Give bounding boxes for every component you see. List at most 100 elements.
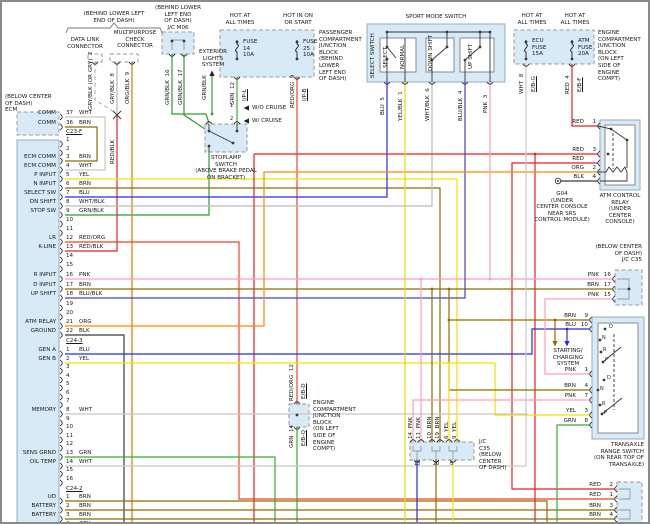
ecm-c23-f-pin-15: 15 <box>66 262 74 268</box>
pin-bracket <box>432 459 440 463</box>
wire-gry-blk-or-gry-2: GRY/BLK (OR GRY) 2 <box>88 51 94 110</box>
junction-dot <box>210 112 214 116</box>
ecm-c24-3-pin-bracket <box>59 427 63 435</box>
atm-control-relay-pin-bracket <box>597 168 601 176</box>
transaxle-range-switch-color-5: YEL <box>565 408 576 414</box>
junction-dot <box>295 413 299 417</box>
hot-in-on-or-start: HOT IN ON OR START <box>282 13 314 26</box>
ground-dot <box>557 180 559 182</box>
ecm-c24-2-pin-2: 2 <box>66 503 70 509</box>
jc-c35-right-color-2: PNK <box>587 292 599 298</box>
pin-marker-1: 1 <box>230 103 234 109</box>
jc-m06-box <box>161 31 195 55</box>
junction-dot <box>600 412 604 416</box>
conn-bottom-right-color-1: RED <box>589 492 601 498</box>
ecm-c23-f-pin-bracket <box>59 193 63 201</box>
trans-pos-d2: D <box>607 375 611 381</box>
ecm-c23-f-pin-bracket <box>59 211 63 219</box>
transaxle-range-switch-pin-bracket <box>589 411 593 419</box>
c24-2-label: C24-2 <box>66 486 83 492</box>
data-link-connector-label: DATA LINK CONNECTOR <box>67 37 103 50</box>
wire-gry-blk-8: GRY/BLK 8 <box>110 73 116 104</box>
brn-comm-loop <box>65 126 98 162</box>
ecm-comm-label-0: COMM <box>38 110 56 116</box>
transaxle-range-switch-color-6: GRN <box>563 418 576 424</box>
wire-pnk-3: PNK 3 <box>483 94 489 113</box>
ecm-c23-f-color-5: BRN <box>79 181 91 187</box>
ecm-c23-f-pin-22: 22 <box>66 328 74 334</box>
transaxle-range-switch-pin-bracket <box>589 370 593 378</box>
g04-label: G04 (UNDER CENTER CONSOLE NEAR SRS CONTR… <box>534 191 590 224</box>
ecm-c24-3-pin-3: 3 <box>66 364 70 370</box>
select-normal-box <box>379 37 417 73</box>
fuse-14-label: FUSE 14 10A <box>243 39 258 59</box>
conn-bottom-right-pin-bracket <box>614 506 618 514</box>
junction-dot <box>419 277 423 281</box>
jc-mid-wire-19-brn: 19 BRN <box>435 416 441 439</box>
conn-bottom-right-pin-4: 4 <box>609 512 613 518</box>
grn-blk-m06-16 <box>171 54 210 124</box>
grn-blk-m06-17 <box>183 54 206 130</box>
ecm-c23-f-label-12: K-LINE <box>38 244 56 250</box>
junction-dot <box>207 129 211 133</box>
internal-line <box>605 166 628 173</box>
up-shift-rot-label: UP SHIFT <box>468 43 474 69</box>
wo-cruise-label: W/O CRUISE <box>252 105 287 111</box>
flow-arrow-icon <box>243 118 249 124</box>
ecm-c24-3-pin-13: 13 <box>66 450 74 456</box>
junction-dot <box>533 152 537 156</box>
ecm-c24-3-pin-15: 15 <box>66 467 74 473</box>
conn-bottom-right-box <box>616 481 643 522</box>
brn-n-input <box>65 187 441 442</box>
engine-junction-block-mid-box <box>288 403 310 428</box>
ecm-c24-3-pin-11: 11 <box>66 433 74 439</box>
grn-trans-8 <box>556 424 590 522</box>
tag-eb-d: E/B-D <box>301 383 307 399</box>
pin-marker-2: 2 <box>230 116 234 122</box>
ecm-c24-3-label-13: OIL TEMP <box>29 459 56 465</box>
junction-dot <box>385 45 389 49</box>
pin-bracket <box>401 81 409 85</box>
pnk-jc14-trans7 <box>412 399 590 442</box>
trans-pos-r2: R <box>602 401 606 407</box>
ecm-c23-f-pin-3: 3 <box>66 154 70 160</box>
junction-dot <box>625 138 629 142</box>
ecm-c23-f-label-2: ECM COMM <box>23 154 56 160</box>
ecm-c24-2-pin-bracket <box>59 497 63 505</box>
multipurpose-conn-box <box>109 53 139 63</box>
ecm-c24-3-pin-bracket <box>59 367 63 375</box>
ecm-c23-f-pin-bracket <box>59 304 63 312</box>
pin-bracket <box>180 53 188 57</box>
atm-control-relay-pin-bracket <box>597 150 601 158</box>
wire-blu-5: BLU 5 <box>380 97 386 115</box>
junction-dot <box>447 361 451 365</box>
ecm-comm-pin-37: 37 <box>66 110 74 116</box>
junction-dot <box>488 277 492 281</box>
ecm-c24-3-pin-16: 16 <box>66 476 74 482</box>
junction-dot <box>478 30 482 34</box>
ecm-c23-f-label-17: UP SHIFT <box>30 291 56 297</box>
ecm-c24-3-pin-bracket <box>59 453 63 461</box>
pin-bracket <box>461 81 469 85</box>
ecm-c24-2-pin-bracket <box>59 506 63 514</box>
ecm-c24-2-color-1: BRN <box>79 503 91 509</box>
hot-at-all-times-1: HOT AT ALL TIMES <box>225 13 255 26</box>
junction-dot <box>447 287 451 291</box>
junction-dot <box>207 144 211 148</box>
internal-line <box>619 509 631 520</box>
ecm-comm-color-1: BRN <box>79 120 91 126</box>
flow-arrow-icon <box>209 70 215 76</box>
trans-pos-n1: N <box>602 335 606 341</box>
conn-bottom-right-color-2: BRN <box>589 503 601 509</box>
transaxle-range-switch-pin-bracket <box>589 325 593 333</box>
ecm-c24-3-pin-bracket <box>59 401 63 409</box>
ecm-c24-3-pin-bracket <box>59 410 63 418</box>
pnk-jc15-trans1 <box>544 298 613 375</box>
ecm-c24-2-color-0: BRN <box>79 494 91 500</box>
junction-dot <box>606 152 610 156</box>
fuse-icon <box>235 40 239 59</box>
ecm-c24-3-color-13: WHT <box>79 459 93 465</box>
jc-m06-label: (BEHIND LOWER LEFT END OF DASH) J/C M06 <box>155 5 201 31</box>
ecm-c23-f-color-11: RED/ORG <box>79 235 106 241</box>
internal-line <box>208 130 234 144</box>
